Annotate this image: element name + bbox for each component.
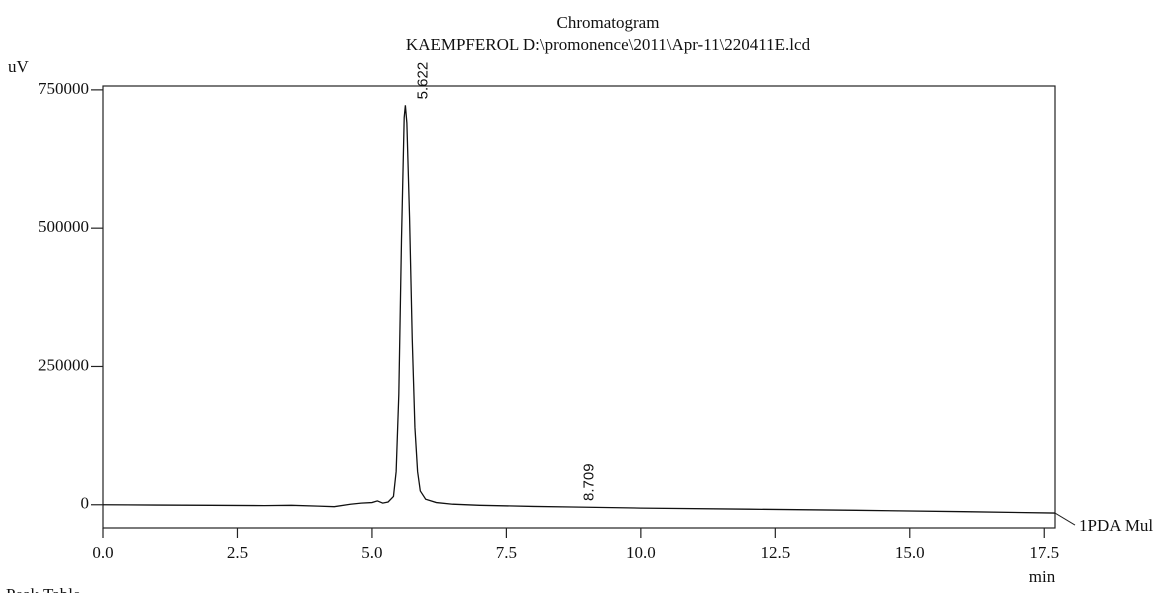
x-tick-label: 0.0 <box>92 543 113 562</box>
peak-label: 8.709 <box>580 463 597 501</box>
x-tick-label: 5.0 <box>361 543 382 562</box>
x-tick-label: 17.5 <box>1029 543 1059 562</box>
y-tick-label: 500000 <box>38 217 89 236</box>
peak-label: 5.622 <box>414 62 431 100</box>
x-tick-label: 7.5 <box>496 543 517 562</box>
x-axis-label: min <box>1029 567 1056 586</box>
y-axis-label: uV <box>8 57 30 76</box>
chart-subtitle: KAEMPFEROL D:\promonence\2011\Apr-11\220… <box>406 35 811 54</box>
y-tick-label: 0 <box>81 494 90 513</box>
y-tick-label: 250000 <box>38 355 89 374</box>
chromatogram-trace <box>102 105 1056 514</box>
footer-text: Peak Table <box>6 585 81 593</box>
x-tick-label: 12.5 <box>760 543 790 562</box>
channel-leader <box>1054 512 1076 526</box>
x-tick-label: 2.5 <box>227 543 248 562</box>
x-tick-label: 15.0 <box>895 543 925 562</box>
channel-label: 1PDA Mul <box>1079 516 1153 535</box>
y-tick-label: 750000 <box>38 79 89 98</box>
chart-title: Chromatogram <box>557 13 660 32</box>
x-tick-label: 10.0 <box>626 543 656 562</box>
plot-frame <box>102 85 1056 529</box>
